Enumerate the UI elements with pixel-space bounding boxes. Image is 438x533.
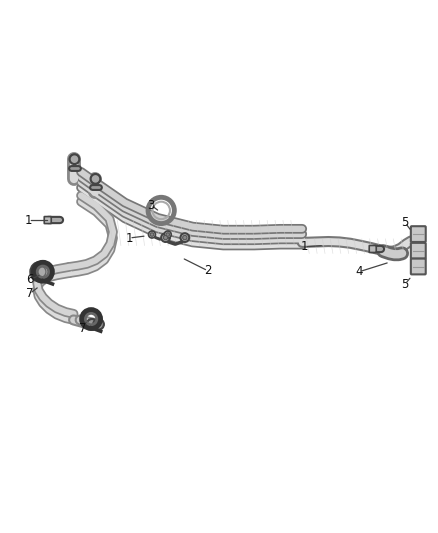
Circle shape bbox=[69, 154, 80, 165]
Text: 5: 5 bbox=[402, 278, 409, 290]
FancyBboxPatch shape bbox=[44, 216, 51, 223]
Circle shape bbox=[95, 321, 102, 328]
Text: 1: 1 bbox=[300, 240, 308, 253]
Circle shape bbox=[180, 233, 189, 242]
FancyBboxPatch shape bbox=[411, 226, 426, 242]
Circle shape bbox=[35, 266, 46, 278]
FancyBboxPatch shape bbox=[411, 259, 426, 274]
Circle shape bbox=[163, 236, 168, 240]
Circle shape bbox=[150, 233, 154, 236]
Circle shape bbox=[71, 156, 78, 162]
Text: 3: 3 bbox=[148, 199, 155, 212]
Text: 4: 4 bbox=[355, 265, 363, 278]
Circle shape bbox=[183, 236, 187, 240]
Circle shape bbox=[86, 319, 98, 330]
Circle shape bbox=[148, 231, 155, 238]
Text: 1: 1 bbox=[25, 214, 32, 227]
Circle shape bbox=[93, 319, 104, 330]
FancyBboxPatch shape bbox=[411, 243, 426, 259]
Text: 6: 6 bbox=[26, 273, 34, 286]
Text: 2: 2 bbox=[204, 264, 212, 277]
Circle shape bbox=[164, 231, 171, 238]
Circle shape bbox=[88, 321, 95, 328]
Circle shape bbox=[161, 233, 170, 242]
Text: 1: 1 bbox=[125, 231, 133, 245]
Circle shape bbox=[166, 233, 170, 236]
Text: 7: 7 bbox=[26, 287, 34, 300]
Circle shape bbox=[31, 262, 50, 281]
Text: 5: 5 bbox=[402, 216, 409, 229]
FancyBboxPatch shape bbox=[369, 246, 376, 253]
Circle shape bbox=[90, 174, 101, 184]
Text: 7: 7 bbox=[78, 322, 86, 335]
Circle shape bbox=[92, 176, 99, 182]
